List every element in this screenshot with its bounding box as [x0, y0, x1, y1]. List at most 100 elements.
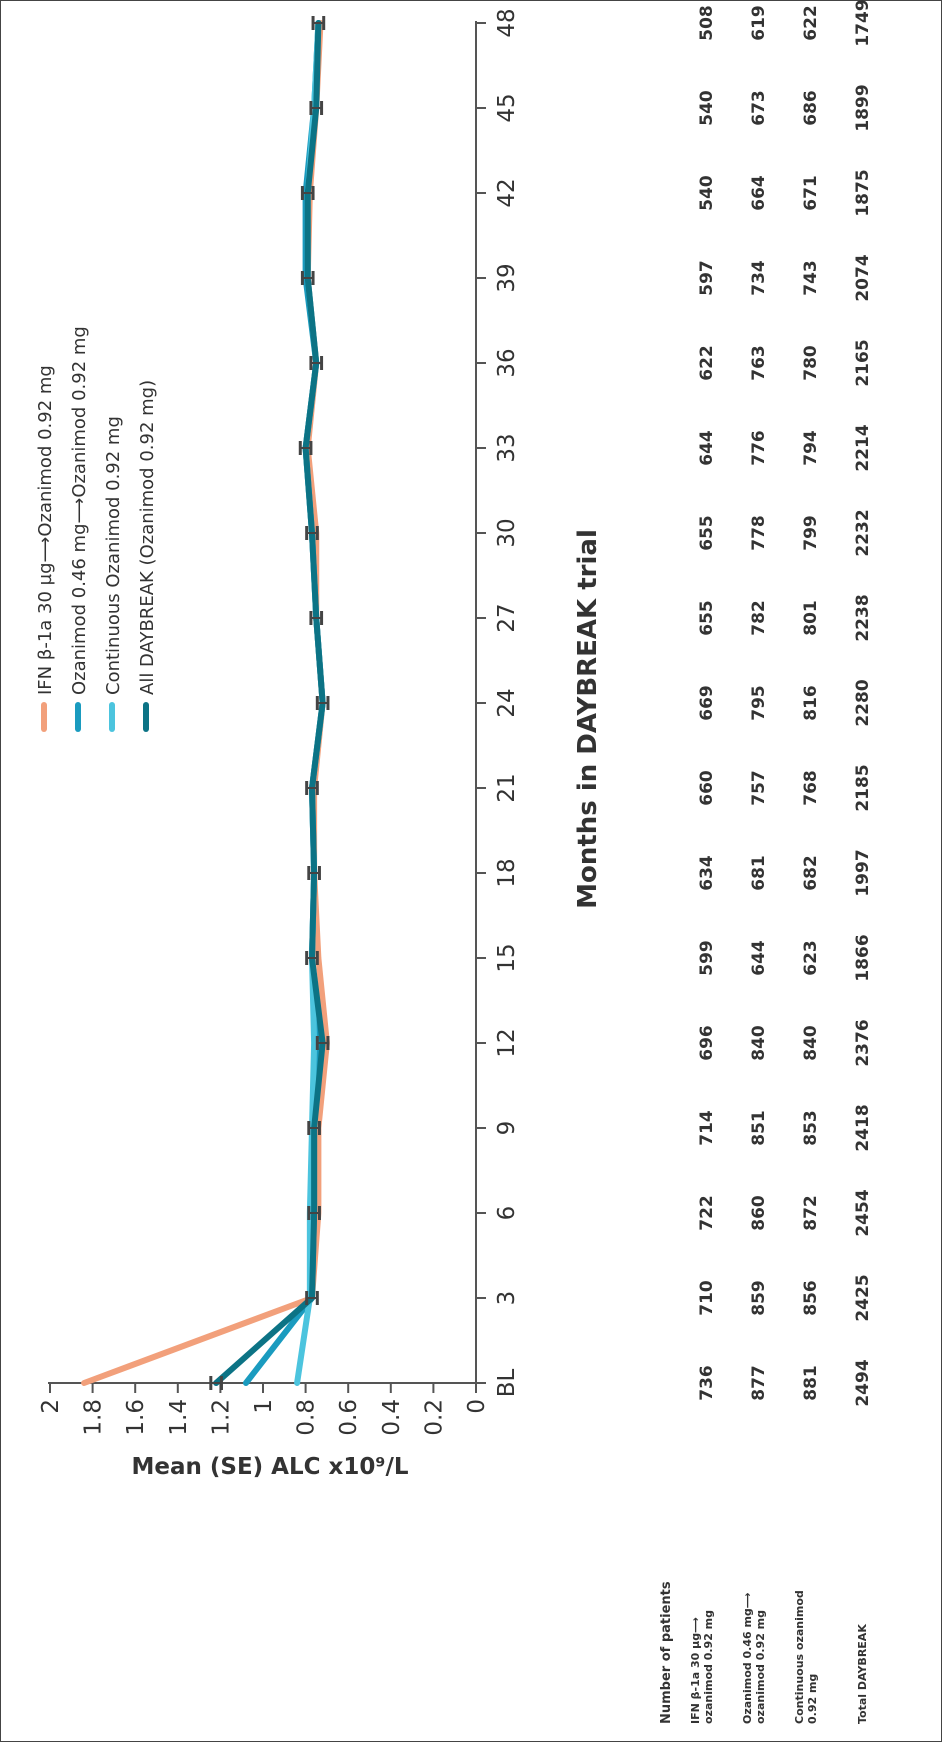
patients-table: Number of patients IFN β-1a 30 µg⟶ ozanim… [659, 0, 873, 1724]
series-line-1 [81, 20, 330, 1386]
y-tick-label: 0 [464, 1399, 490, 1414]
patients-count: 2074 [853, 254, 873, 301]
patients-count: 1899 [853, 84, 873, 131]
patients-count: 768 [801, 770, 821, 806]
patients-count: 734 [749, 260, 769, 296]
patients-count: 795 [749, 685, 769, 721]
patients-count: 856 [801, 1280, 821, 1316]
patients-count: 1997 [853, 849, 873, 896]
error-bar [305, 1291, 319, 1305]
error-bar [309, 101, 324, 115]
patients-count: 782 [749, 600, 769, 636]
y-tick-label: 2 [38, 1399, 64, 1414]
x-tick-label: 6 [494, 1206, 520, 1221]
patients-count: 681 [749, 855, 769, 891]
patients-count: 540 [697, 175, 717, 211]
patients-row-label: IFN β-1a 30 µg⟶ [689, 1617, 702, 1724]
x-tick-label: 12 [494, 1028, 520, 1057]
patients-count: 710 [697, 1280, 717, 1316]
x-tick-label: 3 [494, 1291, 520, 1306]
patients-count: 2376 [853, 1019, 873, 1066]
y-tick-label: 1.6 [123, 1399, 149, 1436]
patients-row-label: Continuous ozanimod [793, 1590, 806, 1724]
patients-count: 722 [697, 1195, 717, 1231]
y-axis-label: Mean (SE) ALC x10⁹/L [131, 1454, 408, 1480]
x-tick-label: 9 [494, 1121, 520, 1136]
error-bar [209, 1376, 223, 1390]
patients-count: 619 [749, 5, 769, 41]
patients-count: 622 [697, 345, 717, 381]
x-tick-label: 30 [494, 518, 520, 547]
y-tick-label: 1.4 [166, 1399, 192, 1436]
patients-count: 696 [697, 1025, 717, 1061]
patients-row: Ozanimod 0.46 mg⟶ ozanimod 0.92 mg 877 859 8… [741, 5, 769, 1724]
error-bar [298, 441, 313, 455]
error-bar [300, 271, 315, 285]
patients-count: 872 [801, 1195, 821, 1231]
legend-item: Continuous Ozanimod 0.92 mg [103, 416, 124, 732]
patients-count: 655 [697, 600, 717, 636]
error-bar [305, 951, 319, 965]
legend: IFN β-1a 30 µg⟶Ozanimod 0.92 mg Ozanimod … [35, 326, 158, 732]
patients-count: 799 [801, 515, 821, 551]
y-tick-label: 1.2 [208, 1399, 234, 1436]
patients-count: 1866 [853, 934, 873, 981]
patients-row-label: 0.92 mg [806, 1674, 819, 1724]
patients-count: 763 [749, 345, 769, 381]
x-tick-label: 24 [494, 688, 520, 717]
patients-count: 508 [697, 5, 717, 41]
patients-count: 2165 [853, 339, 873, 386]
error-bar [315, 1036, 330, 1050]
patients-count: 859 [749, 1280, 769, 1316]
x-tick-label: 45 [494, 93, 520, 122]
legend-item: IFN β-1a 30 µg⟶Ozanimod 0.92 mg [35, 365, 56, 732]
patients-count: 853 [801, 1110, 821, 1146]
patients-count: 623 [801, 940, 821, 976]
patients-count: 714 [697, 1110, 717, 1146]
patients-count: 743 [801, 260, 821, 296]
legend-item: All DAYBREAK (Ozanimod 0.92 mg) [137, 380, 158, 732]
error-bar [305, 526, 319, 540]
patients-count: 664 [749, 175, 769, 211]
patients-count: 877 [749, 1365, 769, 1401]
legend-label: Ozanimod 0.46 mg⟶Ozanimod 0.92 mg [69, 326, 90, 695]
y-tick-label: 0.4 [379, 1399, 405, 1436]
x-tick-label: BL [494, 1369, 520, 1398]
error-bar [300, 186, 315, 200]
patients-count: 881 [801, 1365, 821, 1401]
patients-count: 776 [749, 430, 769, 466]
patients-count: 1875 [853, 169, 873, 216]
patients-row-label: Total DAYBREAK [856, 1624, 869, 1724]
series-lines-group [81, 20, 330, 1386]
patients-count: 2418 [853, 1104, 873, 1151]
legend-label: Continuous Ozanimod 0.92 mg [103, 416, 124, 695]
patients-count: 540 [697, 90, 717, 126]
patients-count: 794 [801, 430, 821, 466]
error-bar [315, 696, 330, 710]
y-tick-label: 1 [251, 1399, 277, 1414]
patients-count: 2494 [853, 1359, 873, 1406]
patients-row: Total DAYBREAK 2494 2425 2454 2418 2376 1866 19… [853, 0, 873, 1724]
x-tick-label: 15 [494, 943, 520, 972]
error-bar [307, 1121, 321, 1135]
patients-count: 644 [749, 940, 769, 976]
patients-count: 2238 [853, 594, 873, 641]
patients-count: 671 [801, 175, 821, 211]
patients-count: 686 [801, 90, 821, 126]
patients-count: 669 [697, 685, 717, 721]
patients-count: 2280 [853, 679, 873, 726]
patients-count: 851 [749, 1110, 769, 1146]
error-bar [309, 356, 324, 370]
patients-count: 634 [697, 855, 717, 891]
legend-label: All DAYBREAK (Ozanimod 0.92 mg) [137, 380, 158, 695]
patients-row: IFN β-1a 30 µg⟶ ozanimod 0.92 mg 736 710 722… [689, 5, 717, 1724]
y-ticks-group: 0 0.2 0.4 0.6 0.8 1 1.2 1.4 1.6 1.8 2 [38, 1383, 490, 1436]
patients-count: 757 [749, 770, 769, 806]
y-tick-label: 1.8 [81, 1399, 107, 1436]
patients-count: 622 [801, 5, 821, 41]
y-tick-label: 0.8 [294, 1399, 320, 1436]
